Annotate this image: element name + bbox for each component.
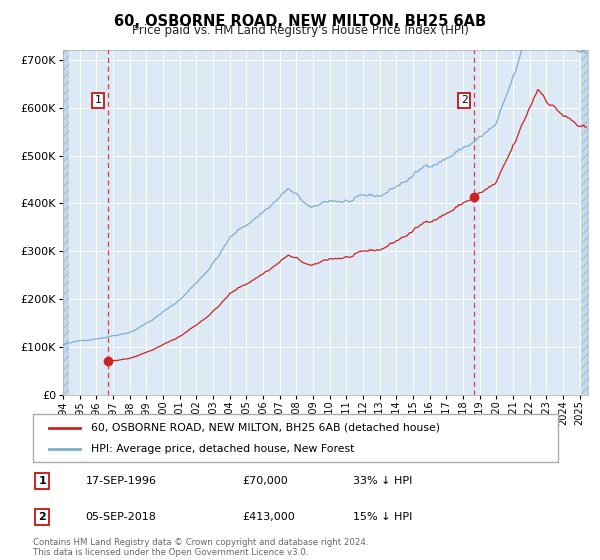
Text: £70,000: £70,000 <box>243 476 289 486</box>
Text: 2: 2 <box>461 95 468 105</box>
Text: 33% ↓ HPI: 33% ↓ HPI <box>353 476 413 486</box>
Text: 1: 1 <box>38 476 46 486</box>
Text: Contains HM Land Registry data © Crown copyright and database right 2024.
This d: Contains HM Land Registry data © Crown c… <box>33 538 368 557</box>
Text: 17-SEP-1996: 17-SEP-1996 <box>85 476 157 486</box>
Bar <box>581 50 588 395</box>
Text: 2: 2 <box>38 512 46 522</box>
Text: Price paid vs. HM Land Registry's House Price Index (HPI): Price paid vs. HM Land Registry's House … <box>131 24 469 37</box>
Text: £413,000: £413,000 <box>243 512 296 522</box>
Bar <box>63 50 69 395</box>
Text: 05-SEP-2018: 05-SEP-2018 <box>85 512 157 522</box>
Text: 60, OSBORNE ROAD, NEW MILTON, BH25 6AB (detached house): 60, OSBORNE ROAD, NEW MILTON, BH25 6AB (… <box>91 423 440 433</box>
Text: 1: 1 <box>95 95 102 105</box>
Text: 60, OSBORNE ROAD, NEW MILTON, BH25 6AB: 60, OSBORNE ROAD, NEW MILTON, BH25 6AB <box>114 14 486 29</box>
FancyBboxPatch shape <box>33 414 558 462</box>
Text: 15% ↓ HPI: 15% ↓ HPI <box>353 512 413 522</box>
Text: HPI: Average price, detached house, New Forest: HPI: Average price, detached house, New … <box>91 444 354 454</box>
